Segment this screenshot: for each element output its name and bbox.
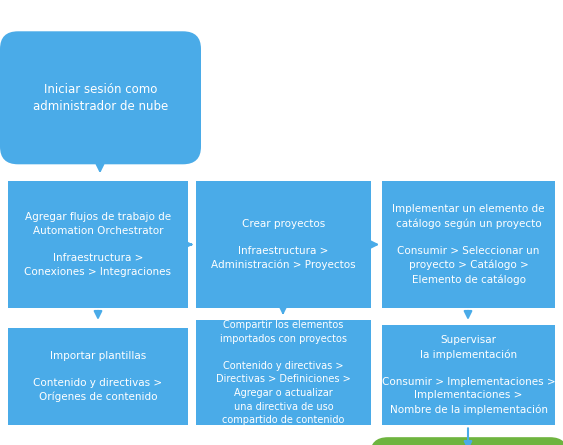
Text: Crear proyectos

Infraestructura >
Administración > Proyectos: Crear proyectos Infraestructura > Admini… [211,219,356,270]
Text: Compartir los elementos
importados con proyectos

Contenido y directivas >
Direc: Compartir los elementos importados con p… [216,320,351,425]
FancyBboxPatch shape [8,181,188,308]
Text: Supervisar
la implementación

Consumir > Implementaciones >
Implementaciones >
N: Supervisar la implementación Consumir > … [382,336,555,415]
Text: Importar plantillas

Contenido y directivas >
Orígenes de contenido: Importar plantillas Contenido y directiv… [33,351,163,402]
FancyBboxPatch shape [0,31,201,164]
Text: Implementar un elemento de
catálogo según un proyecto

Consumir > Seleccionar un: Implementar un elemento de catálogo segú… [392,204,545,285]
FancyBboxPatch shape [8,328,188,425]
Text: Agregar flujos de trabajo de
Automation Orchestrator

Infraestructura >
Conexion: Agregar flujos de trabajo de Automation … [25,212,172,277]
Text: Iniciar sesión como
administrador de nube: Iniciar sesión como administrador de nub… [33,83,168,113]
FancyBboxPatch shape [196,181,371,308]
FancyBboxPatch shape [196,320,371,425]
FancyBboxPatch shape [382,325,555,425]
FancyBboxPatch shape [370,437,563,445]
FancyBboxPatch shape [382,181,555,308]
